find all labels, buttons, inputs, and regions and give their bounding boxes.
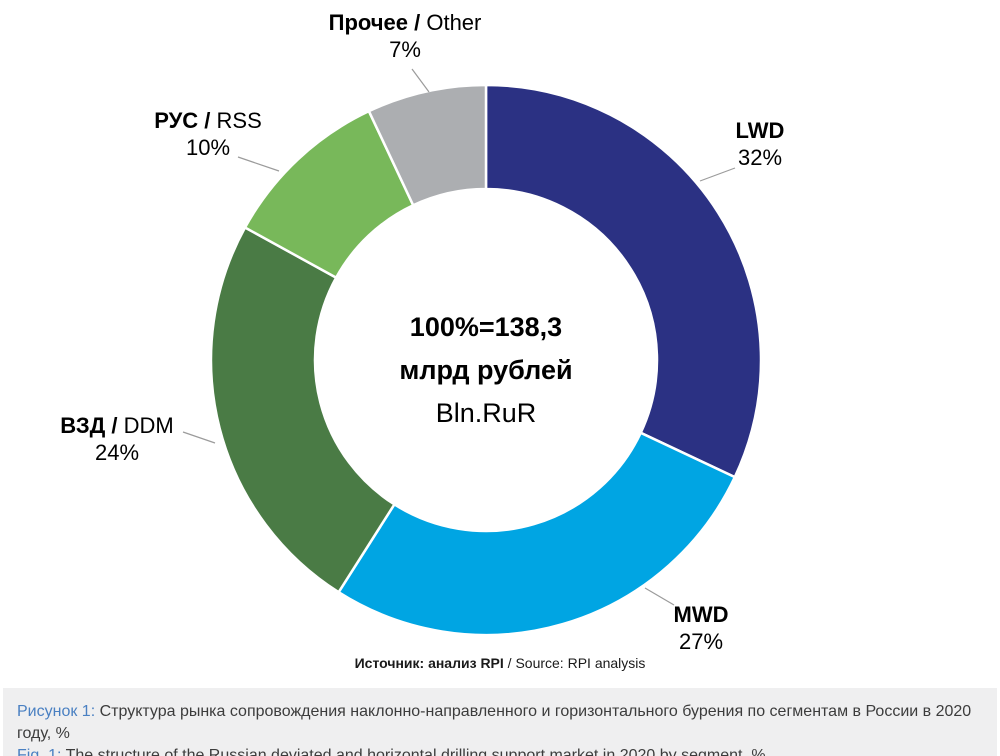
slice-label-mwd: MWD 27%	[601, 601, 801, 655]
slice-label-mwd-pct: 27%	[678, 629, 724, 654]
center-label-line2: млрд рублей	[399, 355, 573, 385]
caption-ru-text: Структура рынка сопровождения наклонно-н…	[17, 703, 972, 742]
caption-en-text: The structure of the Russian deviated an…	[65, 747, 766, 756]
leader-lines-group	[182, 68, 736, 606]
leader-line-rss	[237, 156, 280, 172]
center-label-line1: 100%=138,3	[409, 312, 563, 342]
caption-line-ru: Рисунок 1: Структура рынка сопровождения…	[17, 701, 983, 745]
donut-segments-group	[209, 83, 763, 637]
source-ru: Источник: анализ RPI	[354, 655, 504, 671]
slice-label-lwd-pct: 32%	[737, 145, 783, 170]
donut-segment-4	[367, 83, 488, 207]
slice-label-rss: РУС / RSS 10%	[108, 107, 308, 161]
slice-label-other-name: Прочее / Other	[328, 10, 482, 35]
caption-line-en: Fig. 1: The structure of the Russian dev…	[17, 745, 983, 756]
slice-label-ddm-pct: 24%	[94, 440, 140, 465]
source-line: Источник: анализ RPI / Source: RPI analy…	[0, 654, 1000, 672]
figure-caption: Рисунок 1: Структура рынка сопровождения…	[3, 688, 997, 756]
leader-line-mwd	[644, 587, 675, 606]
donut-segment-0	[484, 83, 763, 479]
slice-label-lwd-name: LWD	[735, 118, 785, 143]
leader-line-lwd	[699, 167, 736, 182]
slice-label-rss-pct: 10%	[185, 135, 231, 160]
center-label-line3: Bln.RuR	[435, 398, 537, 428]
slice-label-other: Прочее / Other 7%	[255, 9, 555, 63]
source-en: / Source: RPI analysis	[503, 655, 646, 671]
slice-label-mwd-name: MWD	[673, 602, 729, 627]
caption-en-label: Fig. 1:	[17, 747, 62, 756]
slice-label-ddm: ВЗД / DDM 24%	[17, 412, 217, 466]
donut-segment-1	[336, 431, 737, 637]
leader-line-ddm	[182, 431, 216, 444]
donut-segment-2	[209, 225, 397, 594]
leader-line-other	[411, 68, 430, 93]
slice-label-other-pct: 7%	[389, 37, 421, 62]
slice-label-rss-name: РУС / RSS	[154, 108, 262, 133]
slice-label-lwd: LWD 32%	[660, 117, 860, 171]
donut-center-label: 100%=138,3 млрд рублей Bln.RuR	[336, 306, 636, 435]
donut-chart	[182, 68, 763, 637]
slice-label-ddm-name: ВЗД / DDM	[60, 413, 174, 438]
caption-ru-label: Рисунок 1:	[17, 703, 96, 720]
